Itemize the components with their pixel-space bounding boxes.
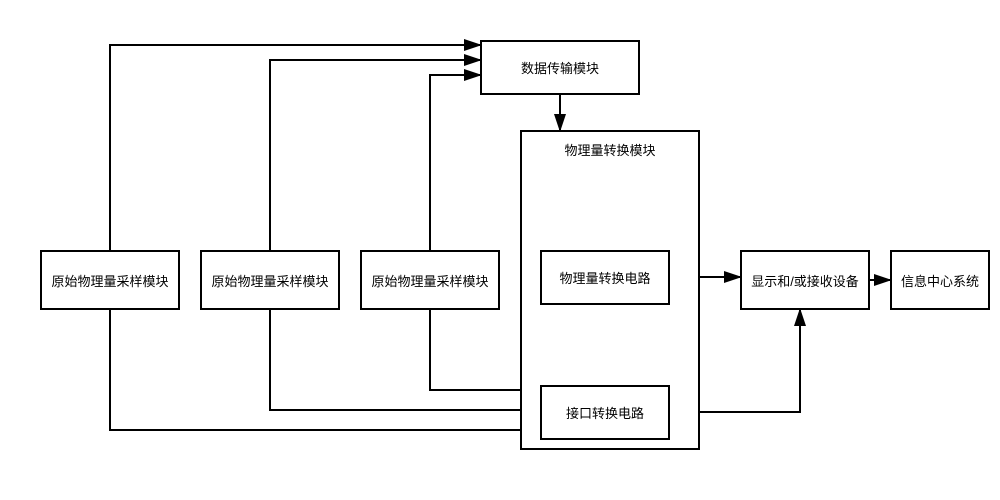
node-display: 显示和/或接收设备 [740,250,870,310]
node-interface: 接口转换电路 [540,385,670,440]
node-center: 信息中心系统 [890,250,990,310]
node-label: 原始物理量采样模块 [371,271,488,290]
node-label: 原始物理量采样模块 [211,271,328,290]
node-convert: 物理量转换电路 [540,250,670,305]
node-sampler1: 原始物理量采样模块 [40,250,180,310]
diagram-canvas: 原始物理量采样模块 原始物理量采样模块 原始物理量采样模块 数据传输模块 物理量… [0,0,1000,500]
node-sampler3: 原始物理量采样模块 [360,250,500,310]
node-transport: 数据传输模块 [480,40,640,95]
node-label: 物理量转换电路 [559,268,650,287]
node-label: 接口转换电路 [566,403,644,422]
node-sampler2: 原始物理量采样模块 [200,250,340,310]
node-label: 物理量转换模块 [522,140,698,159]
node-label: 信息中心系统 [901,271,979,290]
node-label: 数据传输模块 [521,58,599,77]
node-label: 显示和/或接收设备 [751,271,859,290]
node-label: 原始物理量采样模块 [51,271,168,290]
